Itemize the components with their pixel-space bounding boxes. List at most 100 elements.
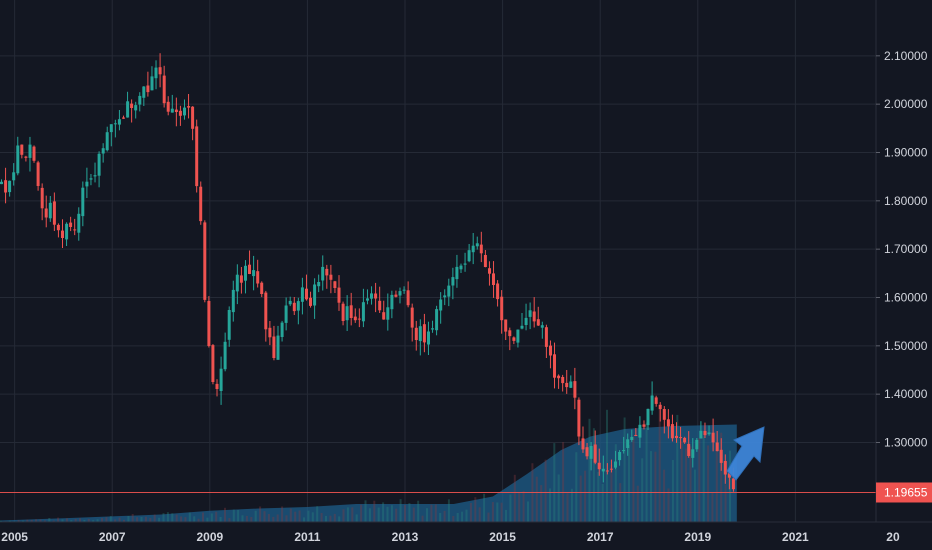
volume-bar <box>153 514 156 522</box>
volume-bar <box>263 511 266 522</box>
candle-body <box>557 375 561 379</box>
candle-body <box>105 132 109 151</box>
candle-body <box>666 419 670 427</box>
candle-body <box>122 117 125 119</box>
price-axis[interactable] <box>876 0 932 522</box>
candle-body <box>670 424 674 439</box>
candle-body <box>142 86 146 98</box>
volume-bar <box>518 492 521 522</box>
volume-bar <box>408 503 411 522</box>
candle-body <box>211 345 215 382</box>
candle-body <box>138 95 142 105</box>
candle-body <box>467 250 471 262</box>
volume-bar <box>224 507 226 522</box>
volume-bar <box>215 511 218 522</box>
candle-body <box>309 297 312 306</box>
candle-body <box>134 105 138 111</box>
candle-body <box>345 306 349 321</box>
candle-body <box>532 311 536 322</box>
volume-bar <box>474 497 477 522</box>
volume-bar <box>505 509 507 522</box>
volume-bar <box>592 428 595 522</box>
candle-body <box>512 337 516 341</box>
candle-body <box>65 223 69 240</box>
candle-body <box>654 397 658 404</box>
volume-bar <box>193 516 196 522</box>
candle-body <box>284 305 288 323</box>
volume-bar <box>619 483 622 522</box>
last-price-tag: 1.19655 <box>876 482 932 503</box>
volume-bar <box>636 485 639 522</box>
candle-body <box>40 187 44 209</box>
volume-bar <box>500 502 503 522</box>
y-tick-label: 1.30000 <box>884 435 928 449</box>
volume-bar <box>333 513 336 522</box>
candle-body <box>410 307 414 328</box>
arrow-shape <box>726 426 765 481</box>
volume-bar <box>228 518 231 522</box>
last-price-label: 1.19655 <box>884 485 928 499</box>
candle-body <box>260 282 264 294</box>
volume-bar <box>8 520 11 522</box>
volume-bar <box>452 516 455 522</box>
volume-bar <box>87 518 90 522</box>
volume-bar <box>281 506 284 522</box>
candle-body <box>370 293 373 299</box>
candle-body <box>20 144 24 155</box>
candle-body <box>248 264 251 274</box>
volume-bar <box>478 507 481 522</box>
x-tick-label: 2019 <box>684 530 711 544</box>
candle-body <box>459 265 463 270</box>
candle-body <box>731 478 735 490</box>
candle-body <box>577 399 581 437</box>
candle-body <box>431 328 434 330</box>
volume-bar <box>377 507 380 522</box>
up-arrow-icon <box>726 426 765 481</box>
volume-bar <box>206 517 209 522</box>
volume-bar <box>30 519 33 522</box>
candle-body <box>451 277 455 286</box>
candle-body <box>650 395 654 411</box>
volume-bar <box>79 518 81 522</box>
volume-bar <box>663 469 666 522</box>
candle-body <box>703 430 707 436</box>
candle-body <box>24 156 28 158</box>
volume-bar <box>469 503 472 522</box>
candle-body <box>296 301 300 311</box>
candle-body <box>93 175 97 177</box>
candle-body <box>398 291 402 296</box>
volume-bar <box>553 443 556 522</box>
candle-body <box>305 288 308 300</box>
volume-bar <box>575 452 578 522</box>
volume-bar <box>254 510 257 522</box>
x-tick-label: 2013 <box>392 530 419 544</box>
volume-bar <box>729 450 731 522</box>
candle-body <box>374 293 378 299</box>
volume-bar <box>430 504 433 522</box>
candle-body <box>187 106 191 108</box>
candle-body <box>581 438 585 450</box>
candle-body <box>723 461 727 475</box>
volume-bar <box>26 519 29 522</box>
volume-bar <box>456 513 459 522</box>
candle-body <box>113 123 117 125</box>
candle-body <box>479 244 483 254</box>
volume-bar <box>188 512 191 522</box>
y-tick-label: 1.90000 <box>884 145 928 159</box>
volume-bar <box>22 520 24 522</box>
candle-body <box>646 408 650 426</box>
volume-bar <box>197 518 200 522</box>
y-tick-label: 1.60000 <box>884 290 928 304</box>
volume-bar <box>171 513 174 522</box>
volume-bar <box>259 506 262 522</box>
candle-body <box>166 101 170 112</box>
volume-bar <box>434 504 437 522</box>
candle-body <box>540 325 544 328</box>
x-tick-label: 2021 <box>782 530 809 544</box>
volume-bar <box>588 418 591 522</box>
candle-body <box>276 335 280 360</box>
volume-bar <box>250 517 253 522</box>
time-axis[interactable] <box>0 522 932 550</box>
volume-bar <box>373 500 376 522</box>
